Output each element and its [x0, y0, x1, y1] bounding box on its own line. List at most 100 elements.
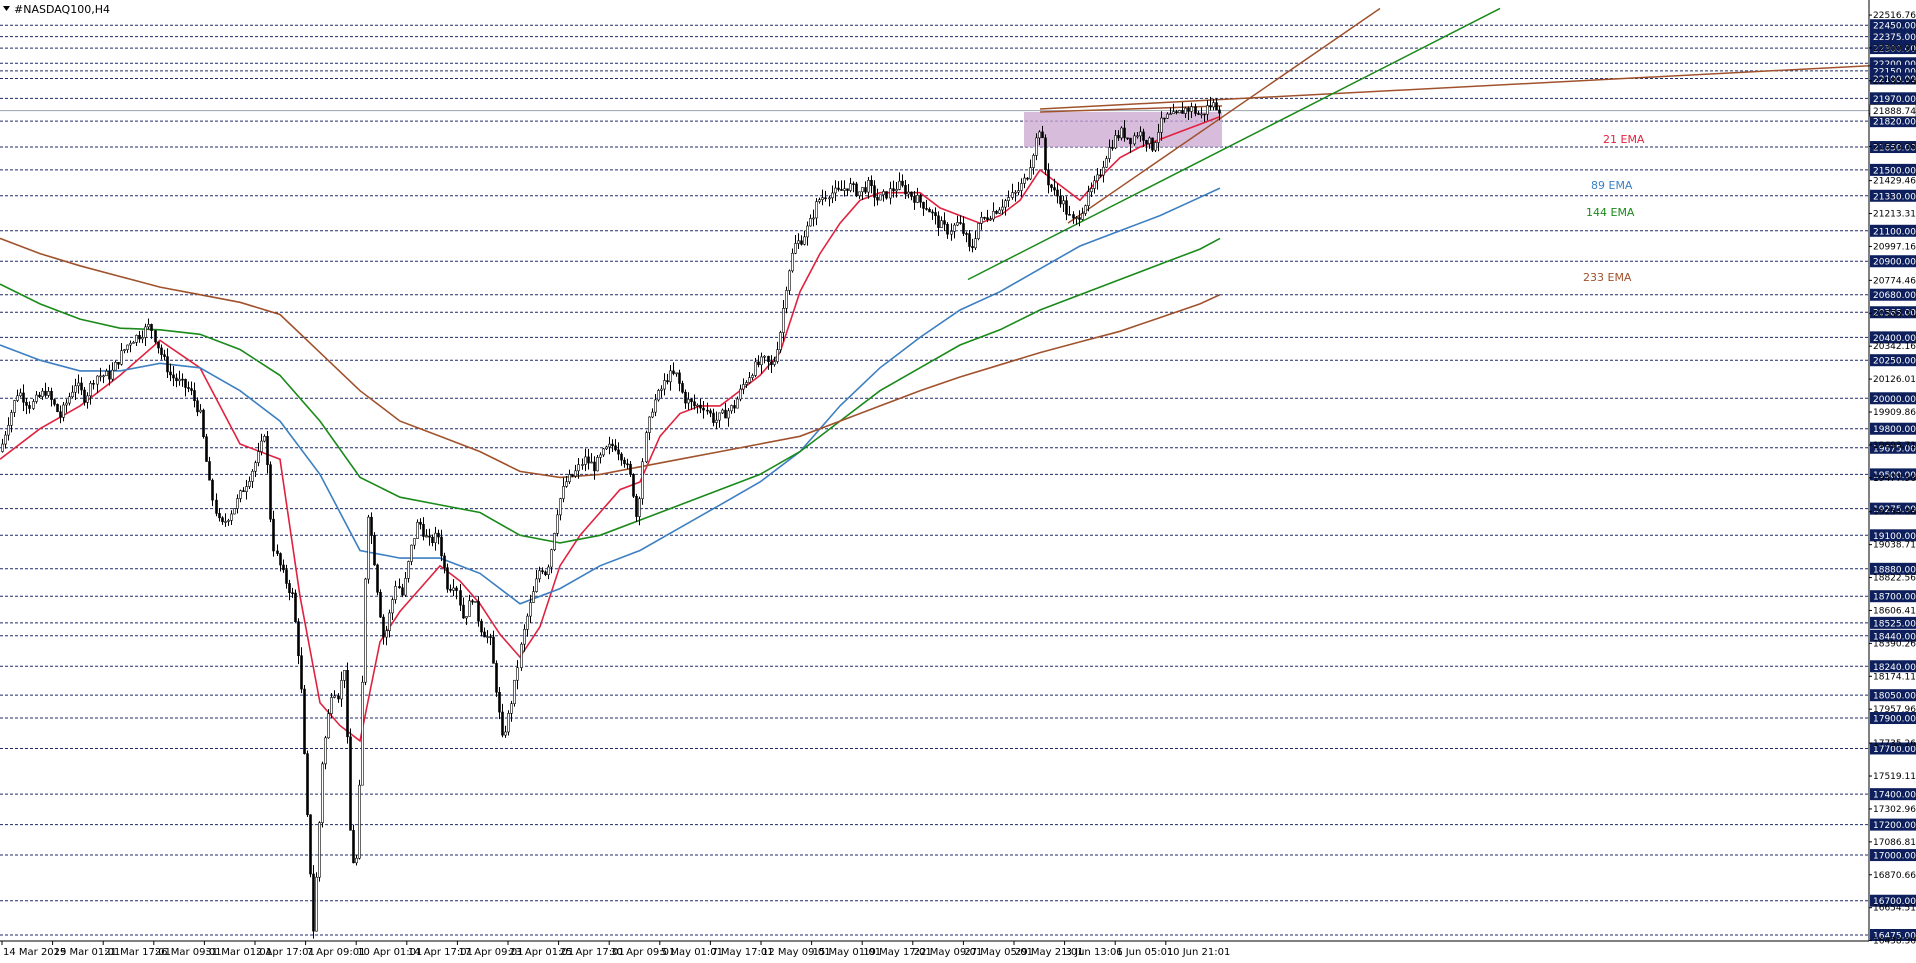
symbol-label: #NASDAQ100,H4: [14, 3, 110, 16]
candle-body: [828, 197, 831, 200]
ema-line[interactable]: [0, 187, 1221, 605]
candle-body: [166, 356, 169, 373]
candle-body: [895, 189, 898, 192]
level-label-bg: [1870, 929, 1916, 941]
candle-body: [699, 404, 702, 409]
candle-body: [135, 335, 138, 343]
candle-body: [626, 463, 629, 466]
candle-body: [681, 383, 684, 393]
candle-body: [257, 451, 260, 464]
level-label-bg: [1870, 616, 1916, 629]
candle-body: [855, 183, 858, 197]
level-label-bg: [1870, 288, 1916, 301]
candle-body: [337, 695, 340, 700]
candle-body: [904, 185, 907, 195]
y-tick-label: 18174.11: [1873, 672, 1916, 682]
candle-body: [669, 370, 672, 383]
x-tick-label: 3 Jun 13:01: [1066, 947, 1123, 958]
candle-body: [437, 532, 440, 538]
ema-line[interactable]: [0, 115, 1221, 743]
candle-body: [1068, 214, 1071, 216]
candle-body: [748, 377, 751, 383]
level-label: 19500.00: [1873, 471, 1916, 481]
candle-body: [50, 391, 53, 400]
level-label: 17700.00: [1873, 745, 1916, 755]
candle-body: [693, 401, 696, 407]
level-label-bg: [1870, 331, 1916, 344]
trendline[interactable]: [1067, 7, 1381, 224]
candle-body: [550, 549, 553, 568]
y-tick-label: 22085.06: [1873, 77, 1916, 87]
candle-body: [916, 194, 919, 203]
candle-body: [803, 236, 806, 245]
x-tick-label: 19 Mar 01:01: [54, 947, 121, 958]
candle-body: [474, 601, 477, 603]
candle-body: [666, 380, 669, 383]
candle-body: [1001, 206, 1004, 211]
candle-body: [635, 496, 638, 517]
candle-body: [1163, 117, 1166, 120]
candle-body: [532, 591, 535, 603]
candle-body: [645, 432, 648, 463]
level-label: 21970.00: [1873, 95, 1916, 105]
candle-body: [492, 636, 495, 664]
trendline[interactable]: [1039, 62, 1916, 110]
candle-body: [1084, 205, 1087, 214]
collapse-icon[interactable]: [3, 6, 10, 11]
y-tick-label: 20774.46: [1873, 276, 1916, 286]
candle-body: [733, 405, 736, 409]
candle-body: [1072, 214, 1075, 219]
level-label: 22100.00: [1873, 75, 1916, 85]
candle-body: [440, 536, 443, 557]
x-tick-label: 25 Apr 17:01: [560, 947, 625, 958]
zone-rect[interactable]: [1024, 112, 1222, 148]
candle-body: [1212, 102, 1215, 108]
level-label: 22150.00: [1873, 67, 1916, 77]
candle-body: [138, 335, 141, 340]
x-tick-label: 15 May 01:01: [813, 947, 882, 958]
candle-body: [181, 378, 184, 381]
candle-body: [187, 387, 190, 389]
candle-body: [92, 382, 95, 385]
candle-body: [1099, 174, 1102, 177]
x-tick-label: 10 Apr 01:01: [357, 947, 422, 958]
candle-body: [1078, 217, 1081, 220]
candle-body: [498, 691, 501, 713]
candle-body: [443, 555, 446, 568]
candle-body: [282, 564, 285, 571]
level-label-bg: [1870, 72, 1916, 85]
ema-line[interactable]: [0, 237, 1221, 544]
candle-body: [962, 223, 965, 234]
candle-body: [129, 342, 132, 346]
candle-body: [1209, 105, 1212, 108]
level-label-bg: [1870, 502, 1916, 515]
candle-body: [648, 416, 651, 433]
ema-line[interactable]: [0, 237, 1221, 479]
y-tick-label: 20342.16: [1873, 342, 1916, 352]
candle-body: [584, 456, 587, 465]
candle-body: [1062, 200, 1065, 205]
candle-body: [105, 370, 108, 377]
candle-body: [388, 612, 391, 631]
trendline[interactable]: [967, 7, 1501, 281]
candle-body: [1160, 117, 1163, 133]
candle-body: [953, 224, 956, 232]
candle-body: [901, 180, 904, 186]
x-tick-label: 21 Mar 17:01: [104, 947, 171, 958]
candle-body: [193, 390, 196, 402]
candle-body: [657, 390, 660, 401]
candle-body: [1087, 191, 1090, 206]
candle-body: [53, 399, 56, 405]
ema-lines: [0, 115, 1221, 743]
candle-body: [230, 513, 233, 521]
candle-body: [370, 516, 373, 536]
candle-body: [1154, 142, 1157, 151]
candle-body: [144, 326, 147, 338]
candle-body: [147, 324, 150, 328]
candlesticks: [1, 96, 1221, 939]
candle-body: [873, 185, 876, 198]
candle-body: [160, 347, 163, 355]
